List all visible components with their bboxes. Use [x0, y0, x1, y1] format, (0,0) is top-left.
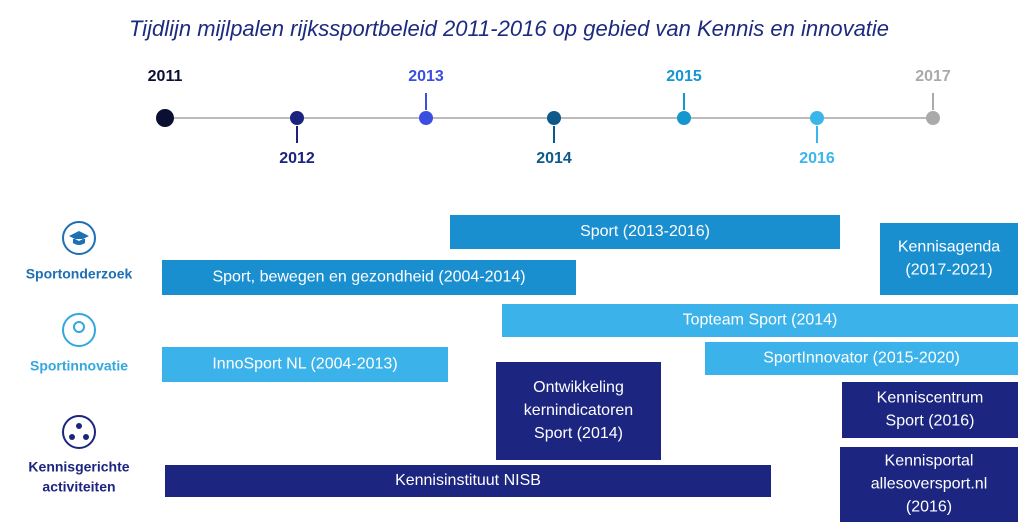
- year-label: 2016: [799, 150, 835, 167]
- milestone-label: InnoSport NL (2004-2013): [212, 356, 397, 373]
- milestone-label: (2016): [906, 499, 952, 516]
- year-label: 2014: [536, 150, 572, 167]
- year-dot: [290, 111, 304, 125]
- year-label: 2013: [408, 68, 444, 85]
- milestone-bar: [162, 347, 448, 382]
- category-label: Kennisgerichte: [28, 459, 129, 475]
- milestone-bar: [880, 223, 1018, 295]
- milestone-bar: [450, 215, 840, 249]
- milestone-label: Sport (2014): [534, 425, 623, 442]
- year-label: 2017: [915, 68, 951, 85]
- icon-cap: [69, 231, 89, 245]
- milestone-label: Kenniscentrum: [877, 390, 984, 407]
- milestone-label: Kennisportal: [885, 453, 974, 470]
- milestone-label: Topteam Sport (2014): [683, 312, 838, 329]
- milestone-bar: [496, 362, 661, 460]
- milestone-label: Kennisagenda: [898, 239, 1000, 256]
- milestone-label: Sport, bewegen en gezondheid (2004-2014): [212, 269, 525, 286]
- year-dot: [677, 111, 691, 125]
- icon-bulb: [73, 321, 85, 333]
- milestone-label: SportInnovator (2015-2020): [763, 350, 960, 367]
- icon-innovation: [62, 313, 96, 347]
- milestone-bar: [502, 304, 1018, 337]
- milestone-bar: [842, 382, 1018, 438]
- year-label: 2015: [666, 68, 702, 85]
- milestone-label: Ontwikkeling: [533, 379, 624, 396]
- milestone-bar: [840, 447, 1018, 522]
- icons: [62, 221, 96, 449]
- milestone-label: allesoversport.nl: [871, 476, 988, 493]
- icon-knowledge: [62, 415, 96, 449]
- year-label: 2012: [279, 150, 315, 167]
- milestone-label: kernindicatoren: [524, 402, 633, 419]
- category-label: Sportinnovatie: [30, 358, 128, 374]
- title: Tijdlijn mijlpalen rijkssportbeleid 2011…: [129, 16, 889, 41]
- milestone-label: Kennisinstituut NISB: [395, 472, 541, 489]
- icon-research: [62, 221, 96, 255]
- year-dot: [926, 111, 940, 125]
- year-dot: [547, 111, 561, 125]
- milestone-bar: [165, 465, 771, 497]
- milestone-label: (2017-2021): [905, 262, 992, 279]
- icon-people: [69, 423, 89, 440]
- year-dot: [419, 111, 433, 125]
- year-dot: [156, 109, 174, 127]
- milestone-bar: [162, 260, 576, 295]
- year-dot: [810, 111, 824, 125]
- category-label: Sportonderzoek: [26, 266, 133, 282]
- milestone-label: Sport (2016): [886, 413, 975, 430]
- milestone-bar: [705, 342, 1018, 375]
- year-label: 2011: [148, 68, 183, 85]
- category-label: activiteiten: [42, 479, 115, 495]
- milestone-label: Sport (2013-2016): [580, 223, 710, 240]
